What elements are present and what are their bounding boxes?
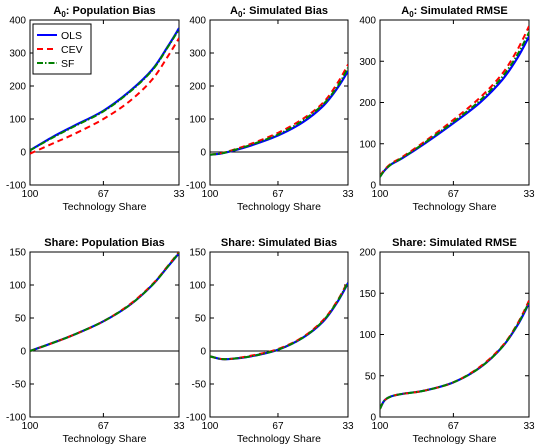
panel-title: A0: Simulated RMSE [401,5,508,19]
plot-frame [29,251,180,418]
y-tick-label: -100 [6,181,26,192]
y-tick-label: 100 [189,281,206,292]
series-line-sf [30,28,179,152]
y-tick-label: 150 [359,289,376,300]
chart-panel-2: -100 0 100 200 300 400 100 67 33 A0: Simulated Bi… [186,5,354,213]
x-tick-label: 33 [523,189,535,200]
y-tick-label: 150 [9,248,26,259]
chart-panel-5: -100 -50 0 50 100 150 100 67 33 Share: Simulated … [186,237,354,445]
y-tick-label: 400 [359,16,376,27]
x-axis-label: Technology Share [412,201,496,213]
x-tick-label: 100 [22,421,39,432]
y-tick-label: 0 [200,347,206,358]
y-tick-label: 100 [9,281,26,292]
y-tick-label: -50 [192,380,207,391]
x-tick-label: 100 [372,189,389,200]
plot-frame [379,251,530,418]
x-tick-label: 67 [448,421,460,432]
series-line-sf [380,301,529,410]
y-tick-label: 300 [9,49,26,60]
legend: OLS CEV SF [32,23,92,75]
panel-title: A0: Population Bias [53,5,155,19]
y-tick-label: 50 [195,314,207,325]
chart-panel-6: 0 50 100 150 200 100 67 33 Share: Simulated RMSE… [359,237,535,445]
x-tick-label: 33 [173,189,185,200]
y-tick-label: 400 [9,16,26,27]
x-tick-label: 33 [173,421,185,432]
x-tick-label: 100 [202,189,219,200]
y-tick-label: 0 [200,148,206,159]
x-axis-label: Technology Share [412,433,496,445]
y-tick-label: -100 [186,181,206,192]
panel-title: Share: Population Bias [44,237,164,249]
y-tick-label: 100 [359,330,376,341]
y-tick-label: 200 [9,82,26,93]
y-tick-label: 50 [15,314,27,325]
x-tick-label: 100 [202,421,219,432]
y-tick-label: -100 [6,413,26,424]
chart-panel-4: -100 -50 0 50 100 150 100 67 33 Share: Population… [6,237,185,445]
plot-frame [209,251,349,418]
y-tick-label: 0 [20,148,26,159]
y-tick-label: 200 [189,82,206,93]
x-tick-label: 33 [342,421,354,432]
series-line-cev [30,37,179,155]
y-tick-label: -50 [12,380,27,391]
y-tick-label: 100 [359,139,376,150]
y-tick-label: 0 [20,347,26,358]
series-line-sf [210,281,348,361]
y-tick-label: 100 [9,115,26,126]
x-tick-label: 100 [372,421,389,432]
y-tick-label: 50 [365,371,377,382]
y-tick-label: 300 [359,57,376,68]
y-tick-label: 0 [370,413,376,424]
y-tick-label: 150 [189,248,206,259]
x-tick-label: 67 [98,189,110,200]
x-tick-label: 67 [272,189,284,200]
legend-label-cev: CEV [61,44,83,56]
x-tick-label: 67 [98,421,110,432]
panel-title: Share: Simulated Bias [221,237,337,249]
x-axis-label: Technology Share [62,201,146,213]
x-axis-label: Technology Share [237,433,321,445]
chart-panel-1: -100 0 100 200 300 400 100 67 33 A0: Population B… [6,5,185,213]
y-tick-label: 400 [189,16,206,27]
panel-title: A0: Simulated Bias [230,5,328,19]
plot-frame [379,19,530,186]
y-tick-label: 200 [359,98,376,109]
x-axis-label: Technology Share [237,201,321,213]
panel-title: Share: Simulated RMSE [392,237,517,249]
y-tick-label: 100 [189,115,206,126]
series-line-sf [30,252,179,352]
x-tick-label: 100 [22,189,39,200]
y-tick-label: -100 [186,413,206,424]
x-tick-label: 67 [448,189,460,200]
series-line-sf [380,31,529,178]
series-line-sf [210,67,348,156]
y-tick-label: 300 [189,49,206,60]
x-tick-label: 33 [523,421,535,432]
y-tick-label: 200 [359,248,376,259]
x-axis-label: Technology Share [62,433,146,445]
x-tick-label: 33 [342,189,354,200]
legend-label-sf: SF [61,58,74,70]
y-tick-label: 0 [370,181,376,192]
x-tick-label: 67 [272,421,284,432]
legend-label-ols: OLS [61,30,82,42]
